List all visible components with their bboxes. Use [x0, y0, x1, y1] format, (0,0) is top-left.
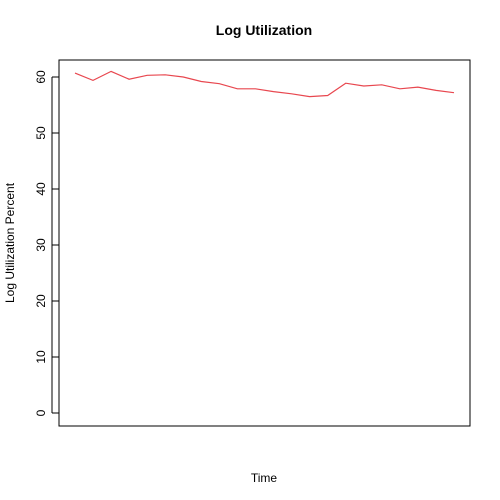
- y-axis: 0 10 20 30 40 50 60: [34, 70, 59, 416]
- y-tick-label: 40: [34, 182, 48, 196]
- y-tick-label: 20: [34, 294, 48, 308]
- y-tick-label: 10: [34, 350, 48, 364]
- x-axis-label: Time: [251, 471, 278, 485]
- y-tick-label: 30: [34, 238, 48, 252]
- y-tick-label: 50: [34, 126, 48, 140]
- y-tick-label: 60: [34, 70, 48, 84]
- plot-frame: [58, 59, 471, 427]
- y-axis-label: Log Utilization Percent: [3, 182, 17, 303]
- y-tick-label: 0: [34, 409, 48, 416]
- series-line: [74, 70, 455, 98]
- chart-title: Log Utilization: [216, 22, 312, 38]
